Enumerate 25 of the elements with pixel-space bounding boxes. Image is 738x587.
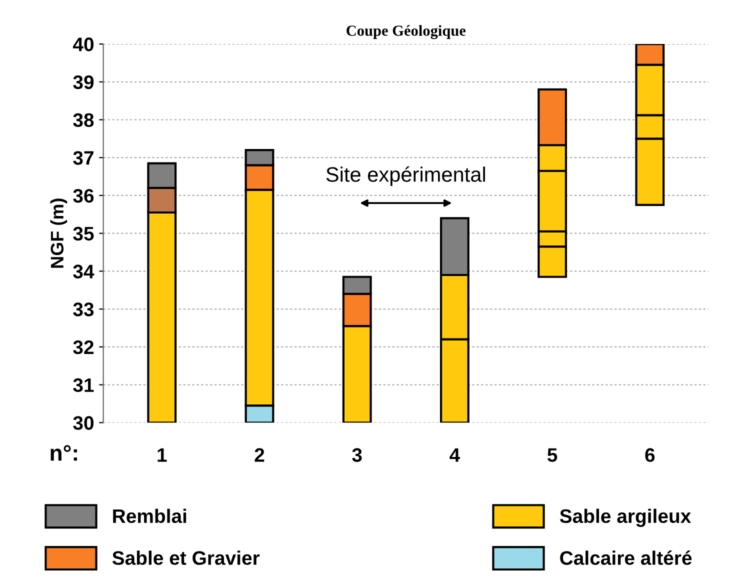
chart-title: Coupe Géologique: [346, 25, 466, 40]
x-tick-label: 5: [548, 448, 558, 462]
legend-label: Sable et Gravier: [112, 550, 260, 565]
y-tick-label: 30: [73, 416, 94, 430]
legend-label: Remblai: [113, 508, 186, 524]
annotation: Site expérimental: [326, 166, 485, 186]
y-tick-label: 32: [73, 340, 94, 354]
y-tick-label: 31: [73, 378, 94, 392]
y-tick-label: 33: [73, 302, 94, 316]
y-tick-label: 37: [73, 151, 94, 165]
x-tick-label: 2: [254, 448, 264, 462]
x-tick-label: 4: [450, 448, 460, 462]
x-tick-label: 6: [645, 448, 655, 462]
x-tick-label: 1: [158, 448, 167, 462]
x-tick-label: 3: [352, 448, 362, 462]
y-tick-label: 40: [72, 37, 94, 52]
y-axis-title: NGF (m): [50, 198, 68, 268]
y-tick-label: 34: [73, 264, 94, 278]
y-tick-label: 39: [73, 75, 94, 90]
y-tick-label: 35: [73, 226, 94, 241]
x-axis-title: n°:: [50, 445, 77, 461]
y-tick-label: 38: [73, 113, 94, 128]
y-tick-label: 36: [73, 188, 94, 203]
legend-label: Calcaire altéré: [560, 550, 692, 565]
legend-label: Sable argileux: [560, 508, 692, 527]
